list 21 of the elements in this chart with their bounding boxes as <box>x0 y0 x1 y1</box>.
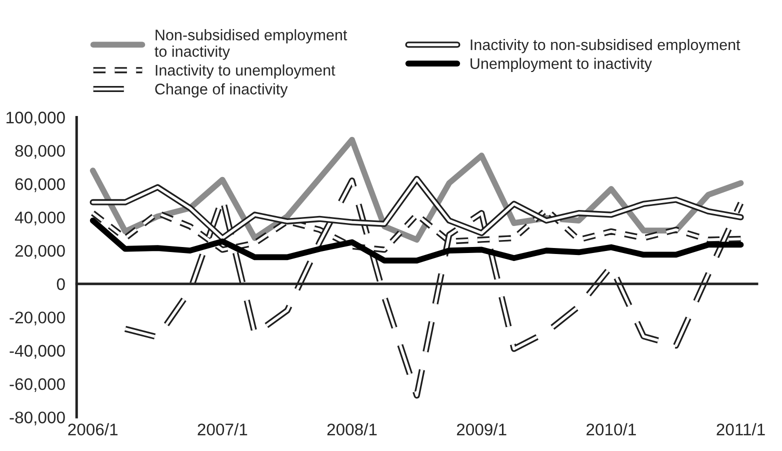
x-tick-label: 2007/1 <box>198 423 248 436</box>
y-tick-label: -60,000 <box>10 378 65 392</box>
y-tick-label: -20,000 <box>10 312 65 326</box>
y-tick-label: -80,000 <box>10 412 65 426</box>
x-tick-label: 2008/1 <box>327 423 377 436</box>
legend-label: Change of inactivity <box>155 83 288 98</box>
y-tick-label: 80,000 <box>15 144 65 159</box>
y-tick-label: 20,000 <box>15 244 65 259</box>
legend-label: Unemployment to inactivity <box>470 58 652 72</box>
x-tick-label: 2009/1 <box>456 423 506 436</box>
x-tick-label: 2011/1 <box>716 423 765 436</box>
legend-label: Non-subsidised employment to inactivity <box>154 29 348 60</box>
legend-label: Inactivity to non-subsidised employment <box>470 38 740 54</box>
y-tick-label: 0 <box>56 278 65 290</box>
x-tick-label: 2010/1 <box>586 423 636 436</box>
y-tick-label: 100,000 <box>6 112 65 126</box>
y-tick-label: -40,000 <box>10 344 65 359</box>
y-tick-label: 60,000 <box>15 178 65 192</box>
legend-label: Inactivity to unemployment <box>156 64 336 79</box>
x-tick-label: 2006/1 <box>68 423 118 436</box>
y-tick-label: 40,000 <box>14 212 65 226</box>
